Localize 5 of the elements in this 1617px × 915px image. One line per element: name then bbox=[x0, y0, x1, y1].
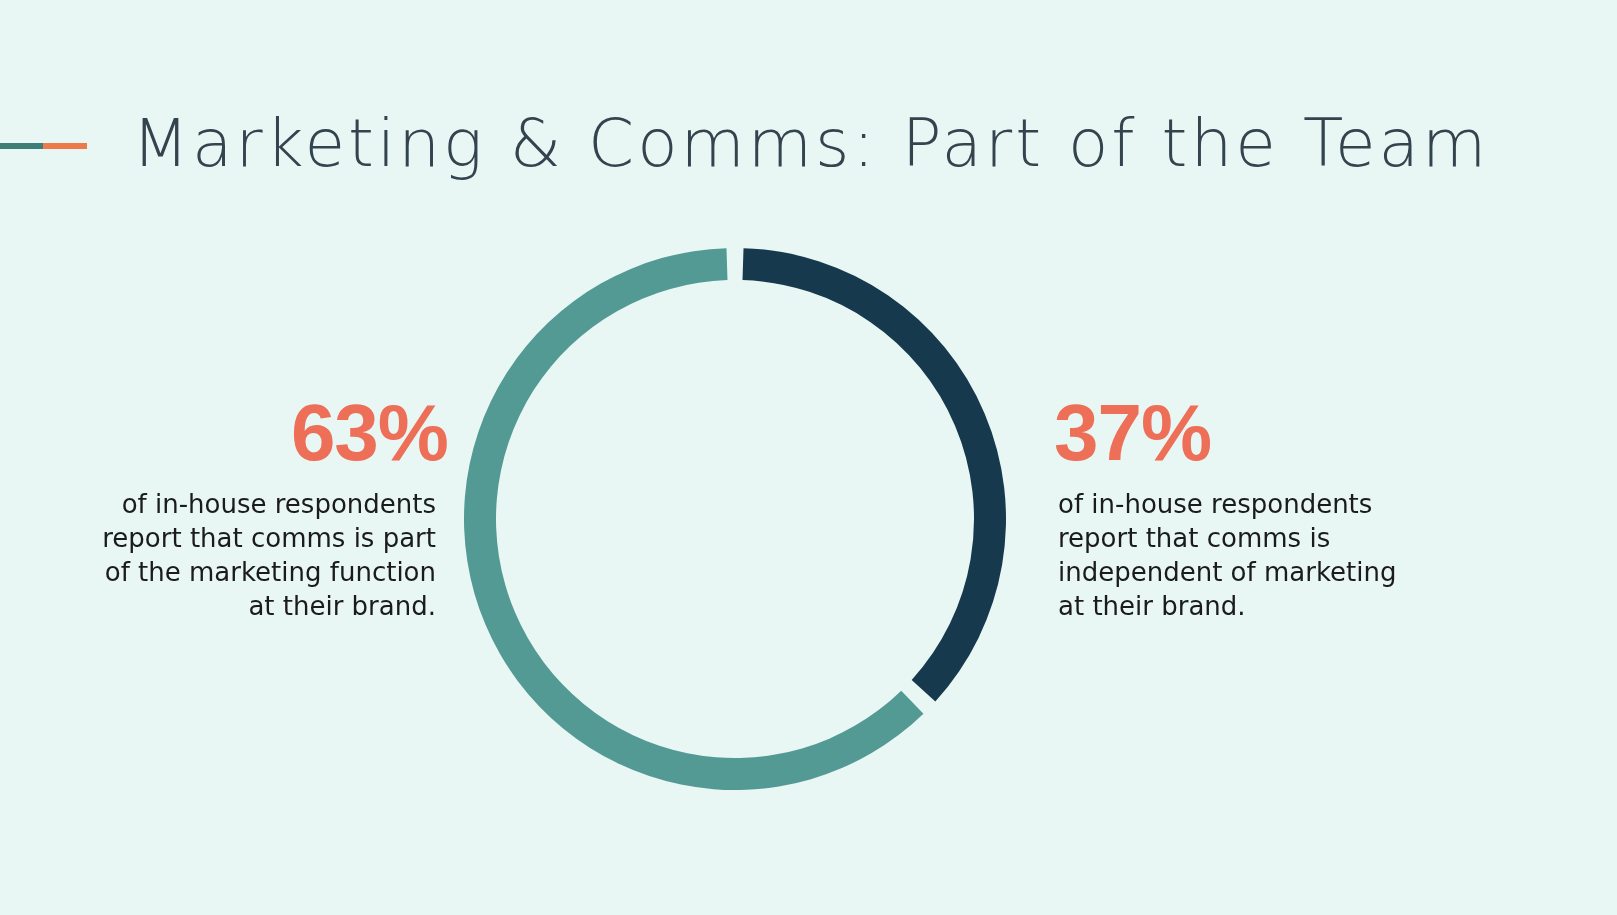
data-label: 63% bbox=[289, 388, 448, 479]
data-label: 37% bbox=[1054, 388, 1213, 479]
slice-label: of in-house respondents report that comms is part of the marketing function at their brand. bbox=[101, 488, 436, 623]
chart-title: Marketing & Comms: Part of the Team bbox=[132, 105, 1490, 182]
slice-label: of in-house respondents report that comms is independent of marketing at their brand. bbox=[1058, 488, 1398, 623]
